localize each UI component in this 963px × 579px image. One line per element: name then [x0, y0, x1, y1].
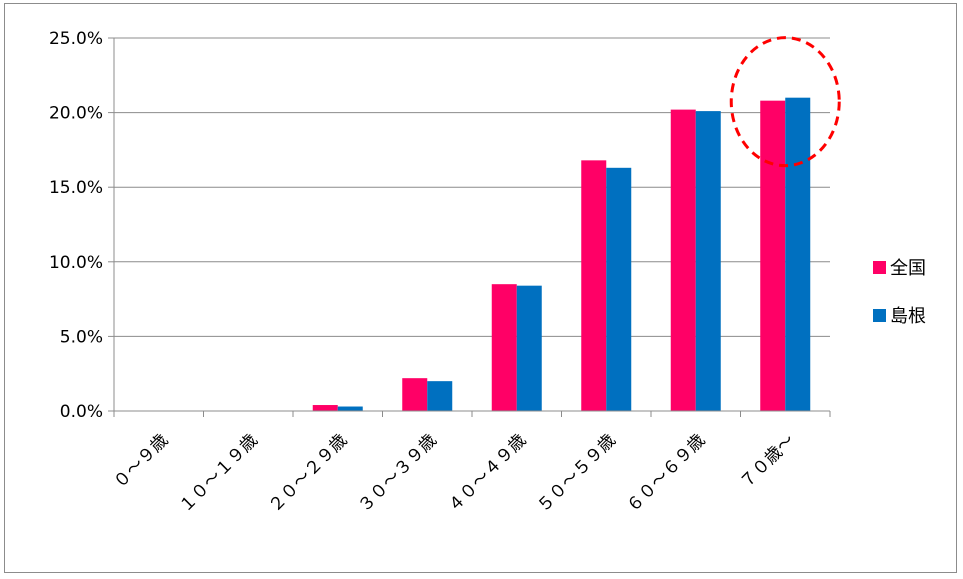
- x-tick-label: １０～１９歳: [176, 430, 262, 516]
- y-tick-label: 0.0%: [60, 402, 103, 422]
- bar-shimane: [427, 381, 453, 411]
- x-tick-label: ６０～６９歳: [623, 430, 709, 516]
- axes: [108, 37, 831, 417]
- x-tick-label: ５０～５９歳: [534, 430, 620, 516]
- x-tick-label: ２０～２９歳: [265, 430, 351, 516]
- legend-label: 全国: [890, 258, 926, 279]
- y-tick-label: 20.0%: [49, 104, 103, 124]
- y-tick-label: 25.0%: [49, 29, 103, 49]
- bar-shimane: [695, 111, 721, 411]
- x-tick-label: ７０歳～: [737, 430, 799, 492]
- x-tick-label: ４０～４９歳: [444, 430, 530, 516]
- bar-national: [760, 100, 786, 411]
- y-tick-label: 15.0%: [49, 178, 103, 198]
- bar-national: [670, 109, 696, 411]
- gridlines: [114, 37, 830, 337]
- bar-national: [402, 378, 428, 411]
- legend-swatch: [873, 261, 886, 274]
- y-tick-labels: 0.0% 5.0% 10.0% 15.0% 20.0% 25.0%: [49, 29, 103, 422]
- bar-shimane: [516, 285, 542, 411]
- bar-national: [581, 160, 607, 411]
- bar-shimane: [606, 167, 632, 411]
- bars: [312, 97, 811, 412]
- legend-label: 島根: [890, 306, 926, 327]
- x-tick-label: ０～９歳: [110, 430, 172, 492]
- y-tick-label: 10.0%: [49, 253, 103, 273]
- legend-swatch: [873, 309, 886, 322]
- highlight-ellipse: [729, 36, 841, 168]
- bar-national: [491, 284, 517, 411]
- x-tick-labels: ０～９歳 １０～１９歳 ２０～２９歳 ３０～３９歳 ４０～４９歳 ５０～５９歳 ６０～６９歳…: [110, 430, 799, 516]
- bar-national: [312, 405, 338, 411]
- bar-shimane: [785, 97, 811, 412]
- bar-shimane: [337, 406, 363, 411]
- annotation: [729, 36, 841, 168]
- y-tick-label: 5.0%: [60, 327, 103, 347]
- x-tick-label: ３０～３９歳: [355, 430, 441, 516]
